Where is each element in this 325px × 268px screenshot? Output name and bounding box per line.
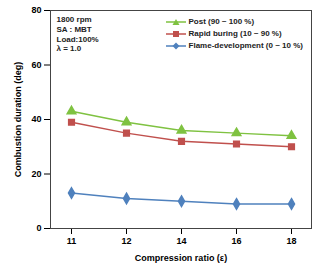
svg-text:16: 16 [231,236,241,246]
svg-text:40: 40 [31,114,41,124]
html-text:Flame-development (0 ~ 10 %): Flame-development (0 ~ 10 %) [188,41,303,50]
html-text:Post (90 ~ 100 %): Post (90 ~ 100 %) [188,17,255,26]
svg-text:12: 12 [121,236,131,246]
svg-text:14: 14 [176,236,186,246]
svg-text:60: 60 [31,60,41,70]
svg-text:0: 0 [36,223,41,233]
svg-text:80: 80 [31,5,41,15]
svg-text:1800 rpmSA : MBTLoad:100%λ = 1: 1800 rpmSA : MBTLoad:100%λ = 1.0 [57,15,99,53]
html-text:Rapid buring (10 ~ 90 %): Rapid buring (10 ~ 90 %) [188,29,282,38]
svg-text:20: 20 [31,169,41,179]
svg-text:18: 18 [286,236,296,246]
svg-text:Combustion duration (deg): Combustion duration (deg) [13,62,23,177]
svg-text:11: 11 [67,236,77,246]
svg-text:Compression ratio (ε): Compression ratio (ε) [135,253,227,263]
